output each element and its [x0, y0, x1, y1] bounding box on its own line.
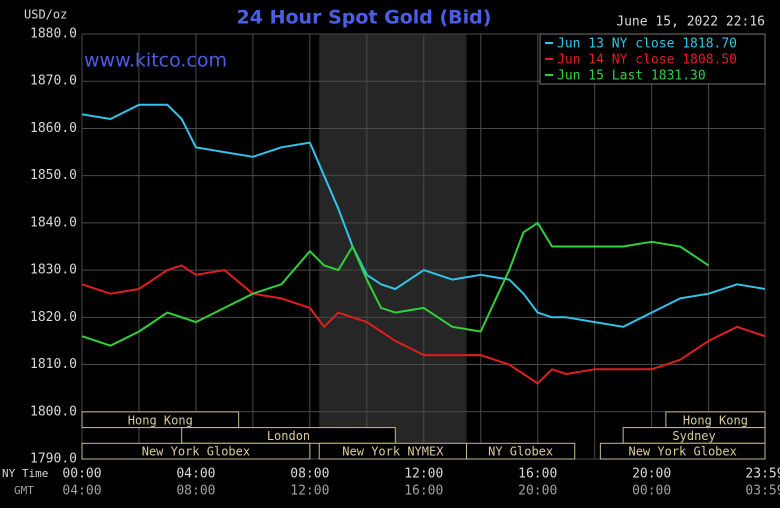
x-tick-label: 16:00 [518, 467, 557, 482]
y-tick-label: 1840.0 [30, 215, 77, 230]
y-tick-label: 1830.0 [30, 263, 77, 278]
session-box [81, 411, 240, 429]
session-label: Sydney [672, 429, 715, 443]
y-tick-label: 1800.0 [30, 404, 77, 419]
watermark: www.kitco.com [84, 50, 227, 72]
session-label: Hong Kong [683, 413, 748, 427]
y-tick-label: 1880.0 [30, 27, 77, 42]
y-tick-label: 1860.0 [30, 121, 77, 136]
y-tick-label: 1790.0 [30, 452, 77, 467]
legend-label: Jun 13 NY close 1818.70 [557, 37, 737, 52]
legend-box [539, 33, 766, 85]
x-tick-label: 08:00 [290, 467, 329, 482]
session-label: London [267, 429, 310, 443]
series-line [81, 221, 710, 347]
x2-tick-label: 12:00 [290, 484, 329, 499]
y-tick-label: 1850.0 [30, 168, 77, 183]
session-label: New York Globex [142, 445, 250, 459]
x-tick-label: 00:00 [62, 467, 101, 482]
session-label: Hong Kong [128, 413, 193, 427]
x-row-label: NY Time [2, 467, 48, 480]
session-box [599, 442, 766, 460]
y-tick-label: 1820.0 [30, 310, 77, 325]
session-label: NY Globex [488, 445, 553, 459]
x-tick-label: 23:59 [745, 467, 780, 482]
series-line [81, 103, 766, 328]
shaded-range [319, 34, 467, 459]
x2-tick-label: 03:59 [745, 484, 780, 499]
session-box [466, 442, 576, 460]
y-unit: USD/oz [24, 8, 67, 22]
x2-tick-label: 16:00 [404, 484, 443, 499]
legend-label: Jun 15 Last 1831.30 [557, 69, 706, 84]
session-label: New York NYMEX [342, 445, 444, 459]
x2-tick-label: 20:00 [518, 484, 557, 499]
x2-tick-label: 04:00 [62, 484, 101, 499]
timestamp: June 15, 2022 22:16 [616, 15, 765, 30]
x2-row-label: GMT [14, 484, 34, 497]
series-line [81, 264, 766, 385]
y-tick-label: 1810.0 [30, 357, 77, 372]
chart-title: 24 Hour Spot Gold (Bid) [237, 7, 492, 29]
x2-tick-label: 00:00 [632, 484, 671, 499]
session-box [81, 442, 311, 460]
legend-label: Jun 14 NY close 1808.50 [557, 53, 737, 68]
session-label: New York Globex [628, 445, 736, 459]
x-tick-label: 12:00 [404, 467, 443, 482]
y-tick-label: 1870.0 [30, 74, 77, 89]
x-tick-label: 04:00 [176, 467, 215, 482]
x2-tick-label: 08:00 [176, 484, 215, 499]
x-tick-label: 20:00 [632, 467, 671, 482]
